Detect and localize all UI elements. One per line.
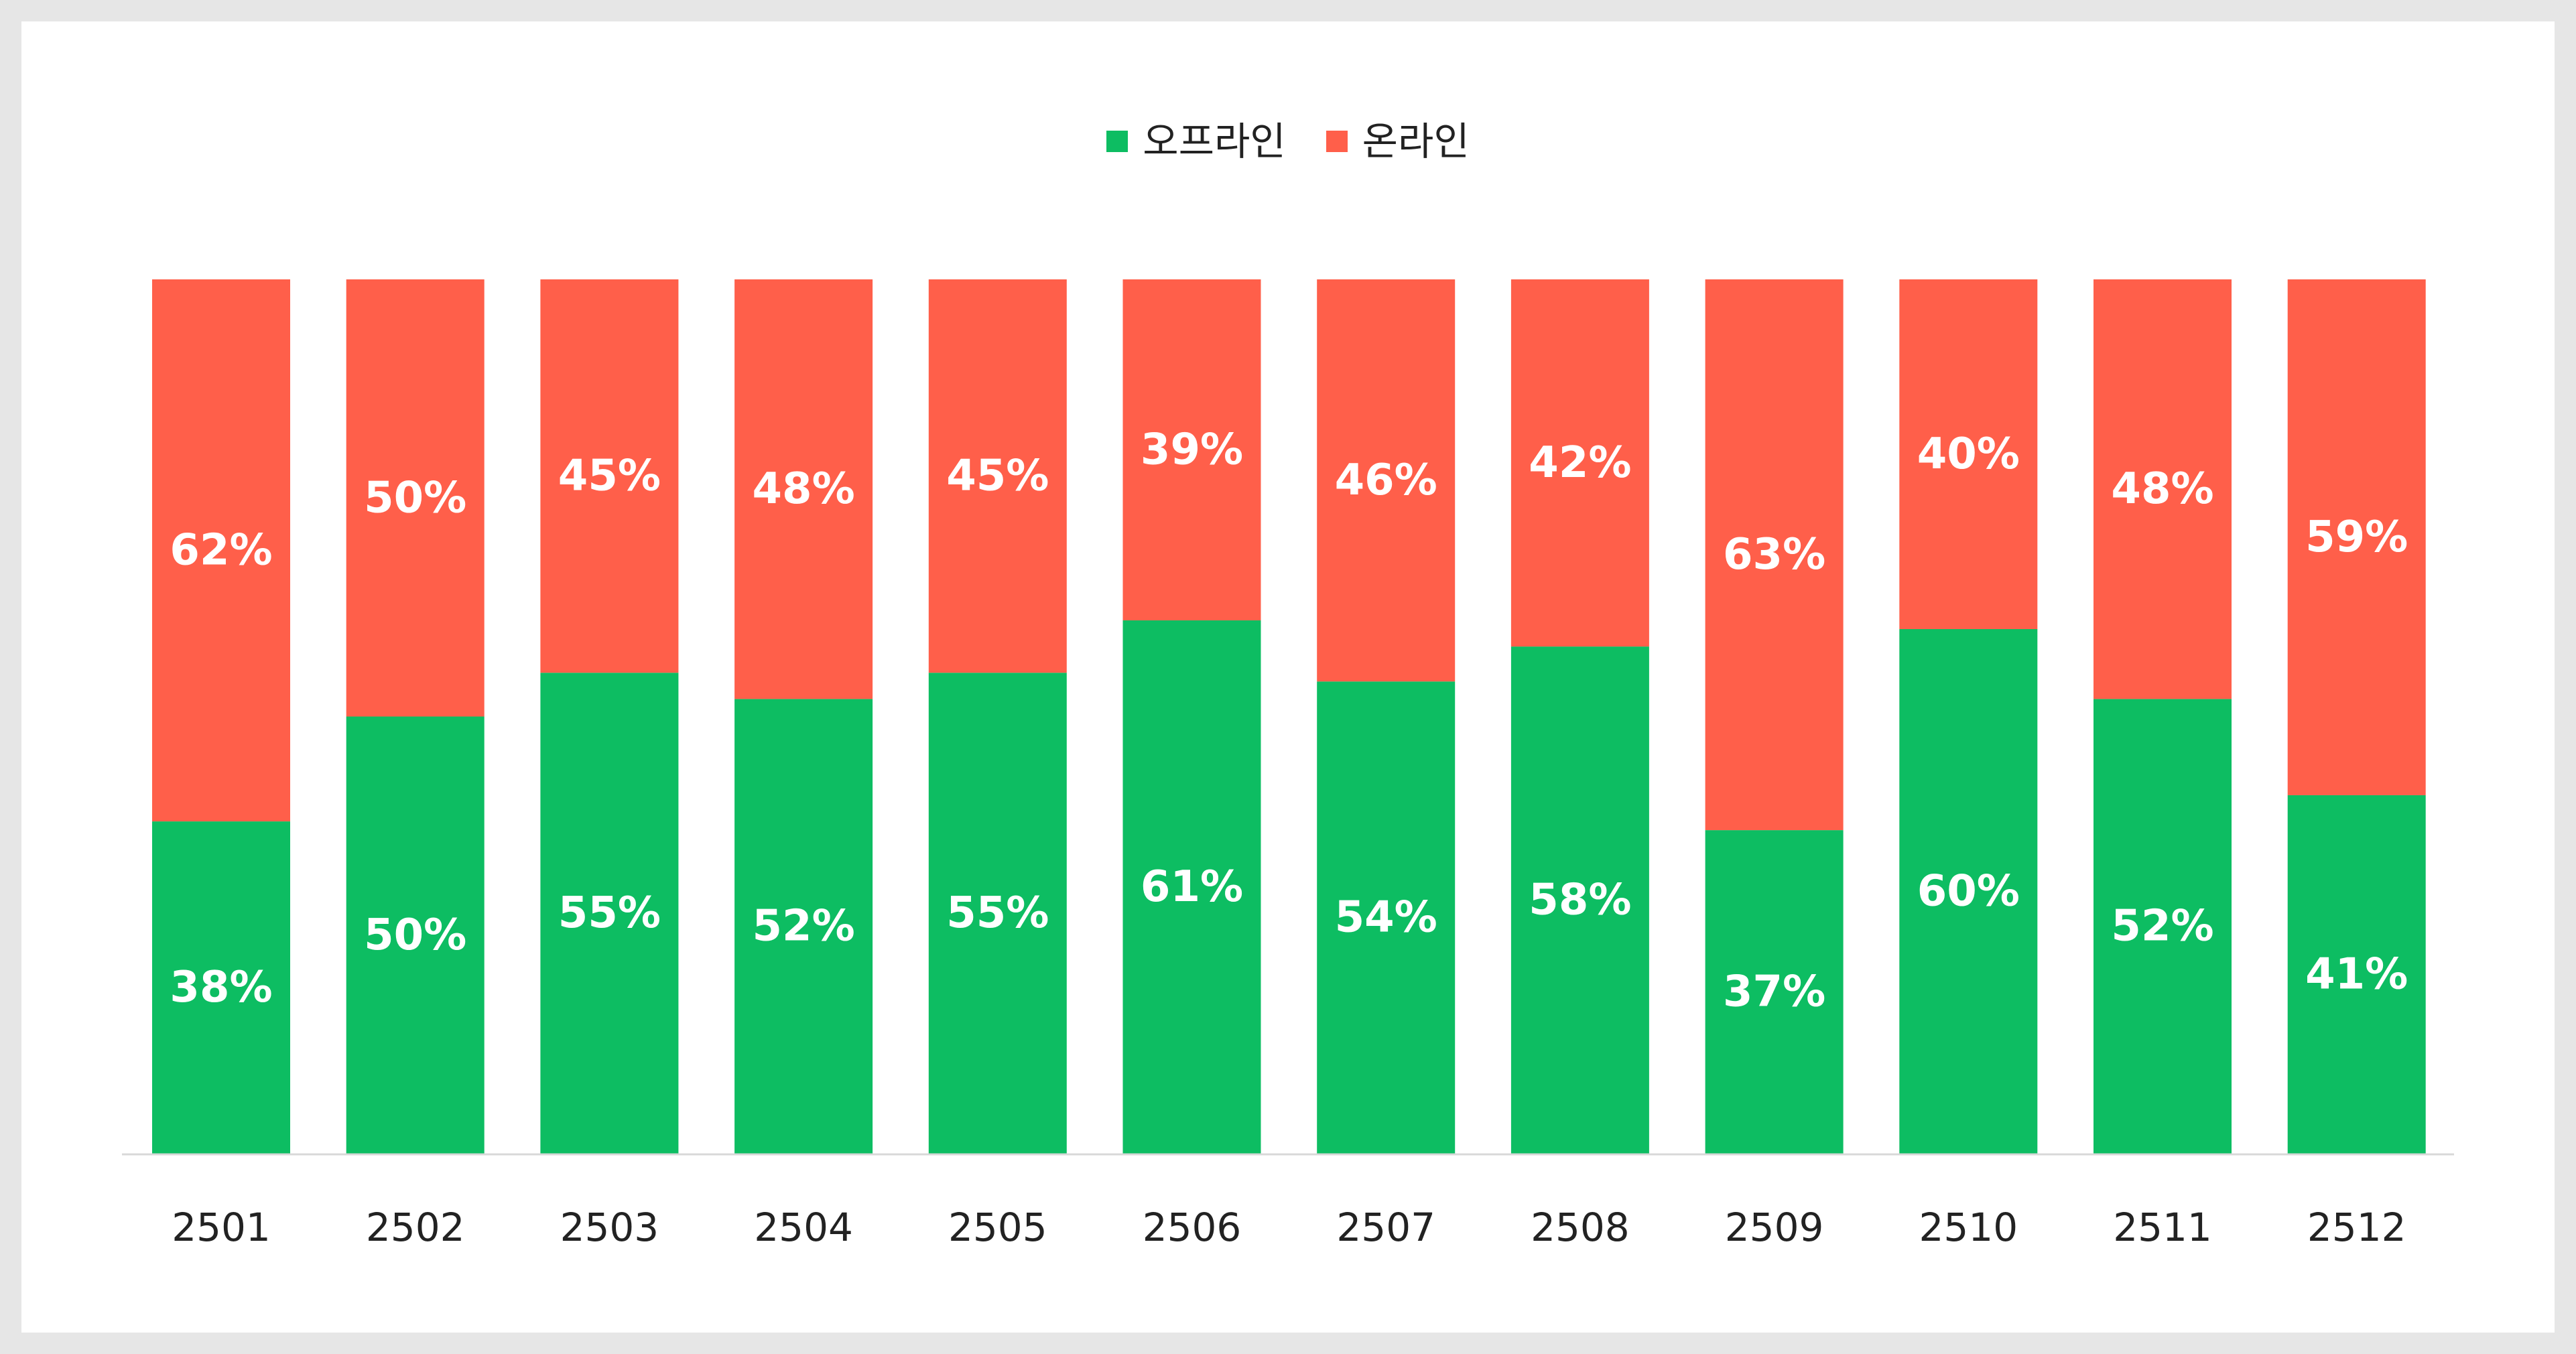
- bar-online-2503: [540, 279, 679, 673]
- x-tick-label-2504: 2504: [754, 1205, 853, 1250]
- bar-online-2509: [1705, 279, 1844, 831]
- x-axis-ticks: 2501 2502 2503 2504 2505 2506 2507 2508 2509 2510…: [172, 1205, 2406, 1250]
- data-label-online-2508: 42%: [1529, 438, 1631, 488]
- legend-item-offline: 오프라인: [1106, 119, 1286, 164]
- bar-online-2508: [1510, 279, 1649, 647]
- bar-offline-2505: [928, 673, 1067, 1154]
- data-label-online-2509: 63%: [1723, 530, 1825, 580]
- stacked-bar-chart: 62% 38% 50% 50% 45% 55% 48% 52% 45% 55% 39% 61% 46% 5…: [122, 279, 2454, 1250]
- data-label-offline-2509: 37%: [1723, 967, 1825, 1017]
- x-tick-label-2501: 2501: [172, 1205, 271, 1250]
- bar-offline-2501: [152, 821, 290, 1154]
- legend-label-offline: 오프라인: [1143, 119, 1286, 164]
- bar-offline-2511: [2094, 699, 2232, 1154]
- bar-online-2501: [152, 279, 290, 822]
- legend-swatch-offline: [1106, 131, 1129, 152]
- data-label-online-2502: 50%: [364, 473, 466, 523]
- data-label-online-2504: 48%: [753, 464, 855, 514]
- data-label-offline-2502: 50%: [364, 910, 466, 960]
- data-label-offline-2501: 38%: [170, 963, 272, 1012]
- x-tick-label-2502: 2502: [366, 1205, 465, 1250]
- bar-group: 62% 38% 50% 50% 45% 55% 48% 52% 45% 55% 39% 61% 46% 5…: [152, 279, 2426, 1154]
- bar-online-2505: [928, 279, 1067, 673]
- data-label-online-2506: 39%: [1141, 425, 1243, 474]
- data-label-online-2503: 45%: [558, 452, 661, 501]
- bar-offline-2510: [1899, 629, 2038, 1154]
- data-label-offline-2503: 55%: [558, 888, 661, 938]
- bar-online-2502: [346, 279, 485, 717]
- data-label-online-2511: 48%: [2111, 464, 2213, 514]
- x-tick-label-2511: 2511: [2113, 1205, 2212, 1250]
- x-tick-label-2508: 2508: [1531, 1205, 1630, 1250]
- data-label-offline-2507: 54%: [1335, 893, 1437, 943]
- data-label-offline-2512: 41%: [2305, 949, 2408, 999]
- data-label-online-2501: 62%: [170, 526, 272, 576]
- x-tick-label-2507: 2507: [1336, 1205, 1435, 1250]
- chart-panel: 오프라인 온라인 62% 38% 50% 50% 45% 55% 48% 52% 45% 55% 3…: [21, 21, 2555, 1333]
- bar-online-2510: [1899, 279, 2038, 629]
- bar-online-2512: [2287, 279, 2426, 795]
- data-label-offline-2511: 52%: [2111, 902, 2213, 951]
- bar-offline-2502: [346, 716, 485, 1154]
- bar-offline-2507: [1317, 681, 1456, 1154]
- x-tick-label-2512: 2512: [2307, 1205, 2406, 1250]
- legend-label-online: 온라인: [1362, 119, 1470, 164]
- bar-online-2504: [734, 279, 873, 699]
- bar-offline-2506: [1122, 620, 1261, 1154]
- bar-offline-2504: [734, 699, 873, 1154]
- x-tick-label-2503: 2503: [560, 1205, 659, 1250]
- data-label-offline-2510: 60%: [1917, 867, 2020, 917]
- bar-online-2506: [1122, 279, 1261, 620]
- data-label-online-2505: 45%: [946, 452, 1049, 501]
- bar-offline-2509: [1705, 830, 1844, 1154]
- chart-legend: 오프라인 온라인: [21, 122, 2555, 161]
- bar-online-2511: [2094, 279, 2232, 699]
- data-label-offline-2504: 52%: [753, 902, 855, 951]
- data-label-offline-2506: 61%: [1141, 862, 1243, 912]
- legend-swatch-online: [1326, 131, 1348, 152]
- data-label-offline-2505: 55%: [946, 888, 1049, 938]
- data-label-online-2507: 46%: [1335, 456, 1437, 505]
- x-tick-label-2506: 2506: [1143, 1205, 1242, 1250]
- x-tick-label-2510: 2510: [1919, 1205, 2018, 1250]
- x-tick-label-2505: 2505: [948, 1205, 1047, 1250]
- bar-online-2507: [1317, 279, 1456, 682]
- bar-offline-2503: [540, 673, 679, 1154]
- x-tick-label-2509: 2509: [1725, 1205, 1824, 1250]
- bar-offline-2508: [1510, 647, 1649, 1154]
- data-label-online-2512: 59%: [2305, 513, 2408, 562]
- data-label-offline-2508: 58%: [1529, 876, 1631, 925]
- legend-item-online: 온라인: [1326, 122, 1470, 161]
- bar-offline-2512: [2287, 795, 2426, 1154]
- data-label-online-2510: 40%: [1917, 429, 2020, 479]
